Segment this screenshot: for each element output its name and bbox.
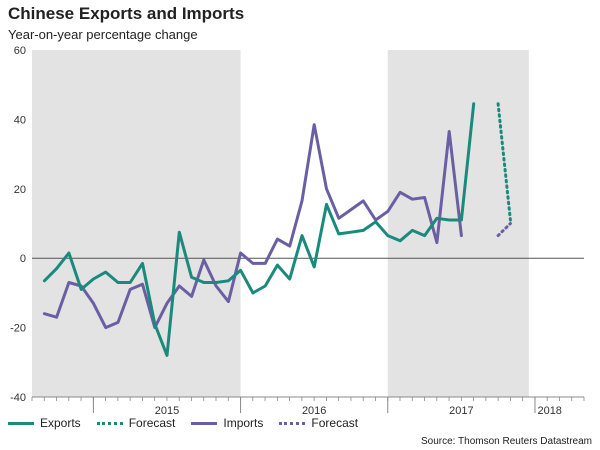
y-tick-label: 40 [14, 114, 26, 126]
legend-label: Forecast [311, 416, 359, 430]
y-tick-label: 60 [14, 45, 26, 57]
x-year-label: 2016 [302, 405, 326, 417]
imports-line [42, 123, 463, 330]
exports-forecast-line [496, 102, 512, 222]
y-tick-label: 20 [14, 184, 26, 196]
legend: Exports Forecast Imports Forecast [8, 416, 358, 430]
x-year-label: 2018 [537, 405, 561, 417]
imports-forecast-line [496, 222, 512, 238]
y-tick-label: -40 [10, 392, 26, 404]
legend-item: Imports [191, 416, 263, 430]
x-year-label: 2015 [155, 405, 179, 417]
legend-label: Imports [223, 416, 264, 430]
legend-label: Exports [40, 416, 81, 430]
legend-label: Forecast [128, 416, 176, 430]
source-note: Source: Thomson Reuters Datastream [421, 436, 592, 447]
legend-swatch [191, 421, 218, 425]
legend-item: Exports [8, 416, 81, 430]
y-tick-label: -20 [10, 323, 26, 335]
source-prefix: Source: [420, 436, 456, 447]
chart-subtitle: Year-on-year percentage change [8, 27, 198, 42]
chart-title: Chinese Exports and Imports [8, 4, 245, 23]
shaded-band-0 [32, 50, 241, 397]
legend-swatch [8, 421, 34, 425]
x-year-label: 2017 [449, 405, 473, 417]
legend-item: Forecast [279, 416, 358, 430]
legend-item: Forecast [96, 416, 176, 430]
source-text: Thomson Reuters Datastream [458, 436, 592, 447]
legend-swatch [96, 421, 123, 425]
legend-swatch [279, 421, 306, 425]
exports-line [42, 102, 476, 357]
y-tick-label: 0 [20, 253, 26, 265]
shaded-band-1 [387, 50, 529, 397]
